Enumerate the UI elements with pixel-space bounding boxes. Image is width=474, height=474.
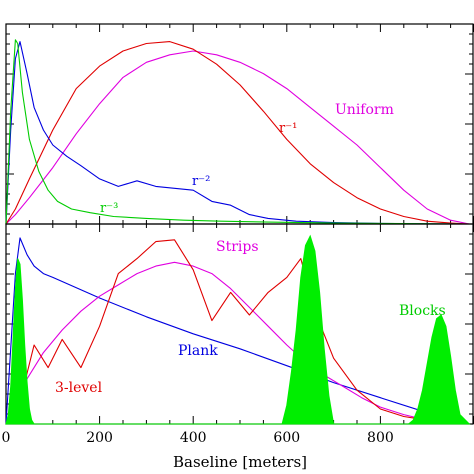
x-tick-label: 0 [2, 430, 11, 446]
series-label-r-3: r⁻³ [100, 201, 118, 216]
bottom-panel: 0 200 400 600 800 [2, 223, 474, 446]
series-label-r-2: r⁻² [192, 174, 210, 189]
series-r-line [5, 39, 470, 225]
series-3-level-line [5, 239, 470, 425]
series-uniform-line [5, 50, 470, 225]
top-panel [5, 23, 474, 225]
x-axis-label: Baseline [meters] [173, 453, 307, 471]
x-tick-label: 400 [180, 430, 207, 446]
series-r-line [5, 41, 470, 225]
series-label-blocks: Blocks [399, 303, 446, 319]
x-tick-label: 800 [367, 430, 394, 446]
series-label-uniform: Uniform [335, 102, 394, 118]
series-label-r-1: r⁻¹ [279, 121, 297, 136]
series-plank-line [5, 237, 470, 425]
top-panel-frame [5, 23, 474, 225]
series-label-strips: Strips [216, 239, 259, 255]
x-tick-label: 600 [273, 430, 300, 446]
series-label-plank: Plank [178, 343, 218, 359]
series-r-line [5, 41, 470, 225]
series-strips-line [5, 261, 470, 425]
series-label-3-level: 3-level [55, 380, 103, 396]
series-blocks-area [5, 234, 471, 425]
x-tick-label: 200 [86, 430, 113, 446]
series-labels: Uniform r⁻¹ r⁻² r⁻³ Strips Plank 3-level… [55, 102, 446, 396]
